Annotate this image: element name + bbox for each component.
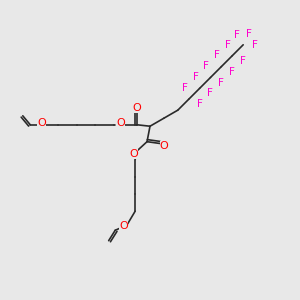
Text: F: F xyxy=(196,99,202,109)
Text: O: O xyxy=(160,141,168,151)
Text: O: O xyxy=(129,149,138,160)
Text: O: O xyxy=(119,221,128,231)
Text: F: F xyxy=(193,72,199,82)
Text: F: F xyxy=(240,56,246,66)
Text: F: F xyxy=(225,40,231,50)
Text: F: F xyxy=(207,88,213,98)
Text: F: F xyxy=(203,61,209,71)
Text: F: F xyxy=(234,29,240,40)
Text: O: O xyxy=(116,118,125,128)
Text: F: F xyxy=(247,29,252,39)
Text: O: O xyxy=(37,118,46,128)
Text: F: F xyxy=(229,67,235,76)
Text: O: O xyxy=(132,103,141,113)
Text: F: F xyxy=(252,40,258,50)
Text: F: F xyxy=(218,77,224,88)
Text: F: F xyxy=(214,50,220,60)
Text: F: F xyxy=(182,83,188,93)
